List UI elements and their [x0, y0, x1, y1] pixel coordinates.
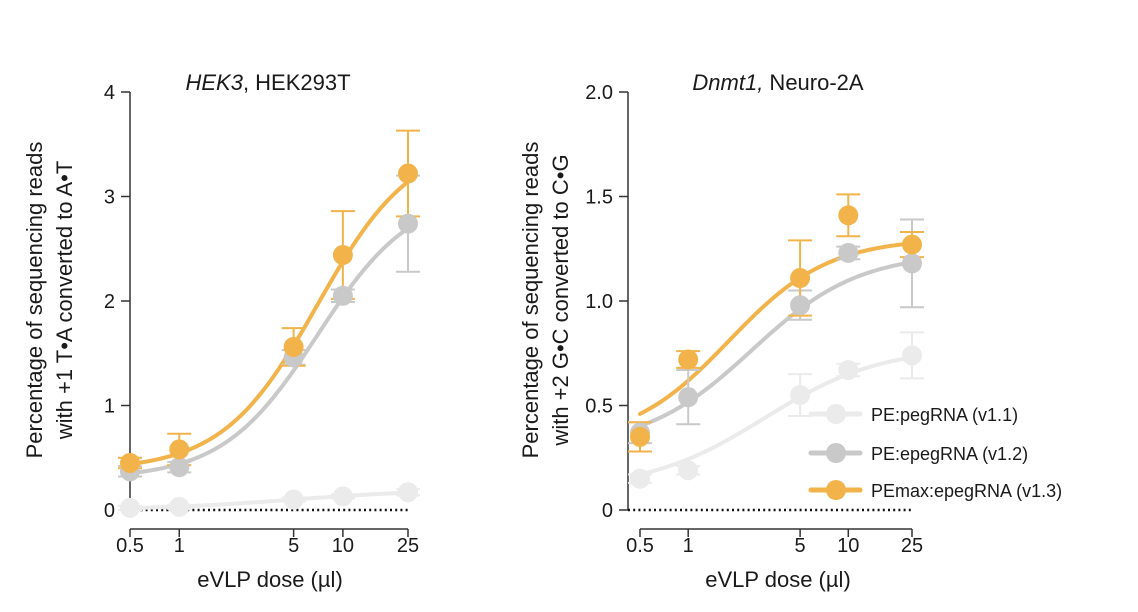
chart-panel-dnmt1: Dnmt1, Neuro-2A Percentage of sequencing…	[518, 70, 924, 592]
fit-curve-3	[128, 179, 410, 467]
y-tick-label: 0	[602, 500, 613, 522]
data-point	[283, 489, 304, 510]
chart-title-italic: HEK3	[185, 70, 243, 95]
data-point	[169, 457, 190, 478]
x-tick-label: 25	[397, 535, 419, 557]
data-points	[120, 163, 418, 518]
legend-label: PE:pegRNA (v1.1)	[871, 405, 1018, 425]
axes: 0 1 2 3 4 0.5 1 5 10 25	[104, 82, 419, 557]
y-tick-label: 2.0	[585, 82, 613, 104]
data-point	[790, 268, 811, 289]
data-point	[332, 486, 353, 507]
fit-curve-3	[638, 241, 914, 416]
x-axis-label: eVLP dose (µl)	[705, 567, 851, 592]
data-point	[398, 482, 418, 503]
y-tick-label: 0	[104, 500, 115, 522]
y-tick-label: 1.0	[585, 291, 613, 313]
data-point	[838, 205, 859, 226]
data-point	[678, 387, 699, 408]
legend-label: PEmax:epegRNA (v1.3)	[871, 481, 1062, 501]
data-point	[838, 359, 859, 380]
data-points	[630, 205, 922, 489]
data-point	[169, 439, 190, 460]
y-axis-label-line1: Percentage of sequencing reads	[518, 142, 543, 459]
chart-title: Dnmt1, Neuro-2A	[692, 70, 864, 95]
y-tick-label: 1	[104, 396, 115, 418]
data-point	[902, 345, 922, 366]
chart-title-italic: Dnmt1,	[692, 70, 763, 95]
x-tick-label: 1	[683, 535, 694, 557]
y-tick-label: 0.5	[585, 396, 613, 418]
x-tick-label: 5	[288, 535, 299, 557]
x-axis-label: eVLP dose (µl)	[197, 567, 343, 592]
chart-title-rest: , HEK293T	[243, 70, 351, 95]
error-bars	[118, 129, 420, 511]
data-point	[838, 242, 859, 263]
fit-curve-2	[128, 226, 410, 476]
data-point	[332, 245, 353, 266]
fit-curves	[128, 179, 410, 511]
x-tick-label: 1	[174, 535, 185, 557]
legend-marker	[826, 443, 846, 463]
legend-marker	[826, 480, 846, 500]
y-tick-label: 4	[104, 82, 115, 104]
axes: 0 0.5 1.0 1.5 2.0 0.5 1 5 10 25	[585, 82, 923, 557]
data-point	[120, 497, 140, 518]
fit-curve-1	[638, 355, 914, 477]
x-tick-label: 0.5	[116, 535, 144, 557]
data-point	[678, 349, 699, 370]
legend-item: PEmax:epegRNA (v1.3)	[808, 480, 1062, 501]
error-bars	[628, 193, 924, 484]
chart-title: HEK3, HEK293T	[185, 70, 350, 95]
data-point	[630, 468, 650, 489]
legend-item: PE:pegRNA (v1.1)	[808, 404, 1018, 425]
x-tick-label: 10	[332, 535, 354, 557]
legend-marker	[826, 404, 846, 424]
data-point	[902, 234, 922, 255]
data-point	[398, 213, 418, 234]
data-point	[790, 295, 811, 316]
x-tick-label: 25	[901, 535, 923, 557]
x-tick-label: 5	[795, 535, 806, 557]
data-point	[169, 496, 190, 517]
data-point	[902, 253, 922, 274]
x-tick-label: 0.5	[626, 535, 654, 557]
y-axis-label-line2: with +2 G•C converted to C•G	[548, 154, 573, 446]
x-tick-label: 10	[837, 535, 859, 557]
data-point	[120, 452, 140, 473]
data-point	[790, 385, 811, 406]
data-point	[630, 426, 650, 447]
chart-title-rest: Neuro-2A	[763, 70, 864, 95]
y-axis-label-line1: Percentage of sequencing reads	[22, 142, 47, 459]
y-tick-label: 3	[104, 187, 115, 209]
legend: PE:pegRNA (v1.1) PE:epegRNA (v1.2) PEmax:e…	[808, 404, 1062, 501]
y-axis-label-line2: with +1 T•A converted to A•T	[52, 161, 77, 441]
legend-item: PE:epegRNA (v1.2)	[808, 443, 1028, 464]
legend-label: PE:epegRNA (v1.2)	[871, 444, 1028, 464]
chart-panel-hek3: HEK3, HEK293T Percentage of sequencing r…	[22, 70, 420, 592]
data-point	[332, 285, 353, 306]
data-point	[398, 163, 418, 184]
y-tick-label: 1.5	[585, 187, 613, 209]
y-tick-label: 2	[104, 291, 115, 313]
data-point	[283, 336, 304, 357]
data-point	[678, 460, 699, 481]
